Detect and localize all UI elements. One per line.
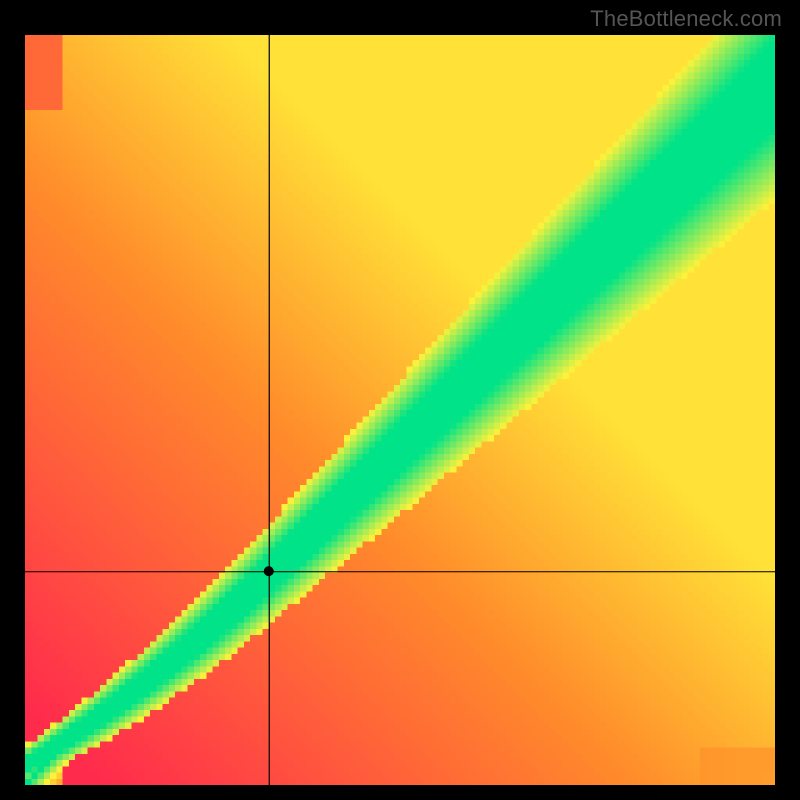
watermark-text: TheBottleneck.com	[590, 6, 782, 32]
plot-area	[25, 35, 775, 785]
chart-container: TheBottleneck.com	[0, 0, 800, 800]
crosshair-overlay	[25, 35, 775, 785]
